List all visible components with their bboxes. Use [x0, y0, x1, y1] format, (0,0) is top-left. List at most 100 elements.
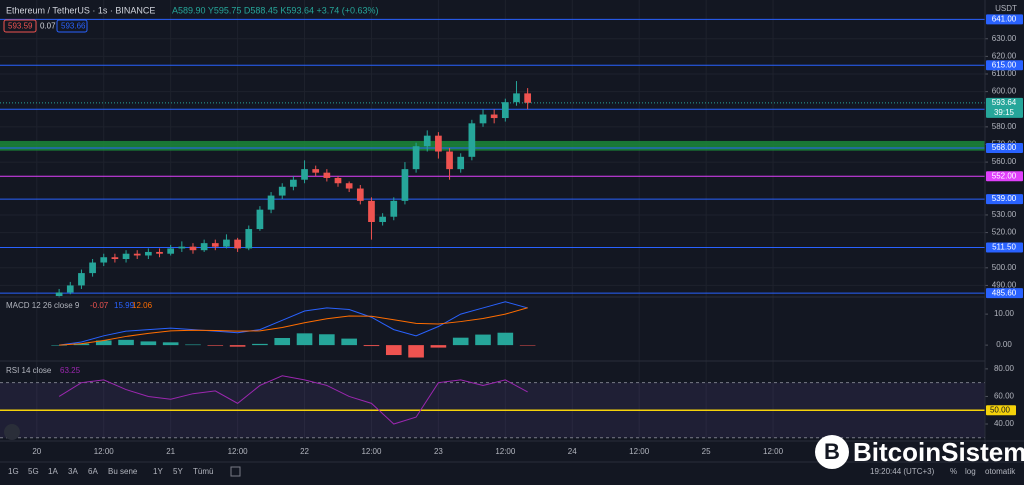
macd-histogram-bar [519, 345, 536, 346]
candle-body [145, 251, 152, 256]
macd-histogram-bar [408, 345, 424, 358]
macd-histogram-bar [185, 344, 201, 346]
ohlc: A589.90 Y595.75 D588.45 K593.64 +3.74 (+… [172, 5, 379, 15]
clock: 19:20:44 (UTC+3) [870, 467, 935, 476]
candle-body [156, 251, 163, 254]
candle-body [234, 239, 241, 249]
range-button[interactable]: 6A [88, 467, 98, 476]
last-price-label: 593.64 [992, 98, 1017, 107]
y-tick-label: 0.00 [996, 340, 1012, 349]
level-label: 539.00 [992, 194, 1017, 203]
macd-histogram-bar [497, 332, 514, 346]
candle-body [345, 183, 353, 189]
candle-body [479, 114, 487, 124]
range-button[interactable]: 5Y [173, 467, 183, 476]
support-zone [0, 140, 985, 151]
level-label-bg [986, 14, 1023, 25]
candle-body [245, 229, 253, 249]
x-tick-label: 22 [300, 447, 309, 456]
level-label-bg [986, 194, 1023, 205]
candle-body [122, 253, 130, 259]
candle-body [468, 123, 476, 157]
range-button[interactable]: 1G [8, 467, 19, 476]
level-label-bg [986, 60, 1023, 71]
candle-body [401, 169, 409, 201]
percent-toggle[interactable]: % [950, 467, 957, 476]
macd-histogram-bar [296, 333, 313, 346]
countdown: 39:15 [994, 108, 1015, 117]
candle-body [501, 102, 509, 119]
x-tick-label: 23 [434, 447, 443, 456]
candle-body [323, 172, 331, 178]
last-price-bg [986, 97, 1023, 118]
candle-body [412, 146, 420, 170]
spread: 0.07 [40, 22, 56, 31]
hide-button[interactable] [4, 424, 20, 440]
auto-toggle[interactable]: otomatik [985, 467, 1016, 476]
svg-text:B: B [824, 439, 840, 464]
macd-histogram-bar [95, 340, 112, 346]
ask: 593.66 [61, 22, 86, 31]
candle-body [334, 177, 342, 184]
candle-body [356, 188, 364, 201]
y-tick-label: 620.00 [992, 51, 1017, 60]
level-label: 568.00 [992, 143, 1017, 152]
macd-histogram-bar [452, 337, 469, 346]
macd-histogram-bar [207, 345, 224, 346]
x-tick-label: 12:00 [361, 447, 382, 456]
calendar-icon [230, 466, 241, 477]
candle-body [368, 200, 375, 222]
candle-body [89, 262, 96, 274]
level-label: 511.50 [992, 243, 1016, 252]
x-tick-label: 12:00 [495, 447, 516, 456]
range-button[interactable]: Bu sene [108, 467, 138, 476]
rsi-title: RSI 14 close [6, 366, 52, 375]
range-button[interactable]: 5G [28, 467, 39, 476]
macd-histogram-bar [51, 345, 67, 346]
y-tick-label: 530.00 [992, 210, 1017, 219]
range-button[interactable]: 3A [68, 467, 78, 476]
macd-title: MACD 12 26 close 9 [6, 301, 80, 310]
candle-body [513, 93, 520, 103]
candle-body [278, 186, 286, 196]
candle-body [55, 292, 63, 296]
macd-legend-value: -0.07 [90, 301, 109, 310]
x-tick-label: 20 [32, 447, 41, 456]
bid-box[interactable] [3, 19, 37, 33]
range-button[interactable]: 1A [48, 467, 58, 476]
range-button[interactable]: Tümü [193, 467, 213, 476]
candle-body [423, 135, 431, 147]
level-label-bg [986, 242, 1023, 253]
level-label-bg [986, 143, 1023, 153]
x-tick-label: 24 [568, 447, 577, 456]
log-toggle[interactable]: log [965, 467, 976, 476]
macd-histogram-bar [229, 345, 246, 347]
candle-body [457, 156, 465, 170]
y-tick-label: 60.00 [994, 392, 1015, 401]
candle-body [490, 114, 498, 119]
y-tick-label: 40.00 [994, 419, 1015, 428]
ask-box[interactable] [56, 19, 88, 33]
x-tick-label: 21 [166, 447, 175, 456]
candle-body [435, 135, 442, 152]
level-label: 485.60 [992, 288, 1017, 297]
range-button[interactable]: 1Y [153, 467, 163, 476]
x-tick-label: 25 [702, 447, 711, 456]
x-tick-label: 12:00 [763, 447, 784, 456]
level-label: 615.00 [992, 60, 1017, 69]
rsi-legend-value: 63.25 [60, 366, 81, 375]
y-tick-label: 80.00 [994, 364, 1015, 373]
candle-body [211, 243, 219, 247]
macd-histogram-bar [162, 342, 179, 346]
candle-body [379, 216, 386, 222]
x-tick-label: 12:00 [228, 447, 249, 456]
macd-histogram-bar [118, 339, 134, 346]
y-tick-label: 630.00 [992, 34, 1017, 43]
candle-body [267, 195, 275, 210]
candle-body [200, 243, 208, 251]
y-tick-label: 600.00 [992, 87, 1017, 96]
macd-histogram-bar [385, 345, 402, 356]
candle-body [312, 169, 320, 173]
macd-histogram-bar [475, 334, 491, 346]
macd-line [59, 307, 528, 346]
